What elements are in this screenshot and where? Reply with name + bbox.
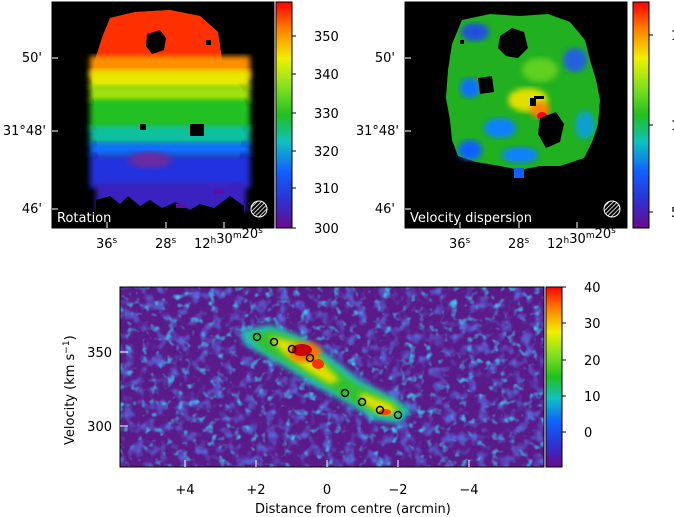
ra-tick-label: 12h30m20s bbox=[547, 226, 616, 252]
rotation-curve-point bbox=[269, 337, 279, 347]
ra-tick-label: 36s bbox=[449, 236, 471, 252]
pv-colorbar bbox=[545, 286, 563, 468]
rotation-axes: 50' 31°48' 46' 36s 28s 12h30m20s bbox=[3, 51, 263, 252]
colorbar-tick-label: 5 bbox=[671, 206, 674, 221]
colorbar-tick-label: 350 bbox=[314, 30, 339, 45]
dispersion-panel-label: Velocity dispersion bbox=[410, 211, 532, 226]
rotation-colorbar bbox=[275, 1, 293, 229]
pv-x-tick-label: −2 bbox=[388, 483, 407, 498]
dispersion-axes: 50' 31°48' 46' 36s 28s 12h30m20s bbox=[356, 51, 616, 252]
pv-x-tick-label: +2 bbox=[246, 483, 265, 498]
pv-colorbar-ticks: 40 30 20 10 0 bbox=[562, 281, 601, 441]
dec-tick-label: 46' bbox=[375, 202, 395, 217]
rotation-panel-label: Rotation bbox=[57, 211, 111, 226]
dispersion-panel: Velocity dispersion 15 10 5 50' 31°48' 46' 36… bbox=[356, 1, 674, 252]
rotation-curve-point bbox=[305, 353, 315, 363]
pv-axes: +4 +2 0 −2 −4 350 300 bbox=[87, 346, 478, 498]
dispersion-velocity-map bbox=[446, 14, 600, 178]
beam-marker-icon bbox=[250, 200, 268, 218]
dec-tick-label: 31°48' bbox=[356, 124, 399, 139]
rotation-velocity-map bbox=[90, 10, 250, 228]
pv-diagram-panel: 40 30 20 10 0 +4 +2 0 −2 −4 350 300 Distance from … bbox=[62, 281, 601, 517]
colorbar-tick-label: 20 bbox=[584, 354, 601, 369]
pv-xlabel: Distance from centre (arcmin) bbox=[255, 502, 451, 517]
pv-x-tick-label: +4 bbox=[175, 483, 194, 498]
rotation-curve-point bbox=[340, 388, 350, 398]
dec-tick-label: 50' bbox=[22, 51, 42, 66]
dispersion-colorbar-ticks: 15 10 5 bbox=[649, 29, 674, 221]
pv-ylabel: Velocity (km s−1) bbox=[62, 335, 78, 445]
colorbar-tick-label: 300 bbox=[314, 222, 339, 237]
colorbar-tick-label: 330 bbox=[314, 107, 339, 122]
colorbar-tick-label: 10 bbox=[671, 119, 674, 134]
ra-tick-label: 28s bbox=[155, 236, 177, 252]
colorbar-tick-label: 30 bbox=[584, 317, 601, 332]
dec-tick-label: 31°48' bbox=[3, 124, 46, 139]
ra-tick-label: 36s bbox=[96, 236, 118, 252]
rotation-colorbar-ticks: 350 340 330 320 310 300 bbox=[292, 30, 339, 237]
ra-tick-label: 12h30m20s bbox=[194, 226, 263, 252]
colorbar-tick-label: 340 bbox=[314, 68, 339, 83]
dec-tick-label: 46' bbox=[22, 202, 42, 217]
pv-x-tick-label: 0 bbox=[323, 483, 331, 498]
dec-tick-label: 50' bbox=[375, 51, 395, 66]
colorbar-tick-label: 40 bbox=[584, 281, 601, 296]
beam-marker-icon bbox=[603, 200, 621, 218]
dispersion-colorbar bbox=[632, 1, 650, 229]
ra-tick-label: 28s bbox=[508, 236, 530, 252]
colorbar-tick-label: 310 bbox=[314, 182, 339, 197]
rotation-curve-point bbox=[393, 410, 403, 420]
pv-x-tick-label: −4 bbox=[459, 483, 478, 498]
pv-y-tick-label: 350 bbox=[87, 346, 112, 361]
rotation-curve-points bbox=[252, 332, 403, 420]
rotation-curve-point bbox=[357, 397, 367, 407]
colorbar-tick-label: 10 bbox=[584, 390, 601, 405]
colorbar-tick-label: 0 bbox=[584, 426, 592, 441]
colorbar-tick-label: 320 bbox=[314, 145, 339, 160]
rotation-curve-point bbox=[375, 405, 385, 415]
rotation-panel: Rotation 350 340 330 320 310 300 50' 31°48' 46'… bbox=[3, 1, 339, 252]
pv-y-tick-label: 300 bbox=[87, 420, 112, 435]
pv-diagram-map bbox=[120, 287, 544, 467]
colorbar-tick-label: 15 bbox=[671, 29, 674, 44]
rotation-curve-point bbox=[287, 344, 297, 354]
rotation-curve-point bbox=[252, 332, 262, 342]
